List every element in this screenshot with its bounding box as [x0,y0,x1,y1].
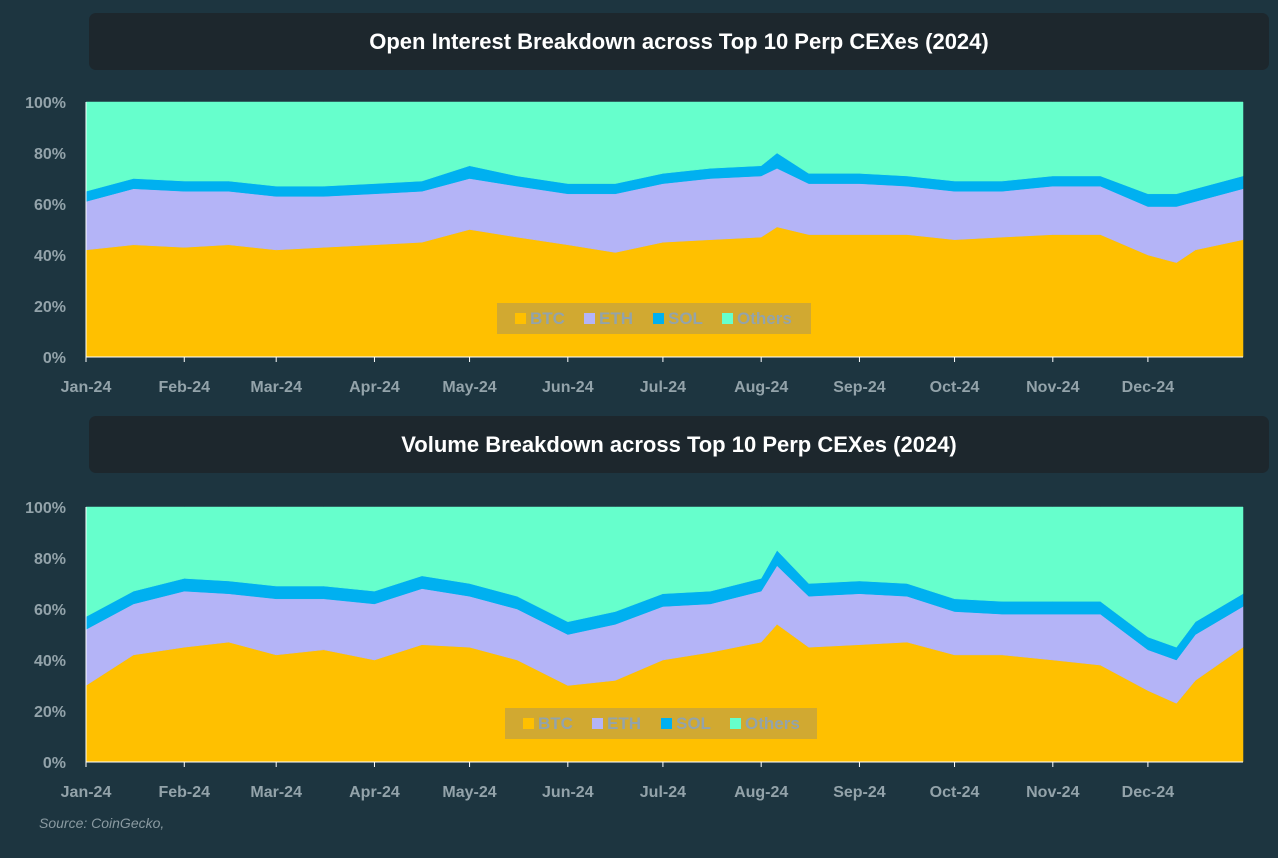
legend-swatch-btc [515,313,526,324]
y-tick-label: 40% [34,248,66,265]
y-tick-label: 20% [34,704,66,721]
x-tick-label: Jan-24 [61,379,112,396]
legend-label-eth: ETH [599,309,633,328]
legend-label-btc: BTC [530,309,565,328]
y-tick-label: 60% [34,197,66,214]
x-tick-label: Mar-24 [250,379,302,396]
legend: BTC ETH SOL Others [505,708,817,739]
x-tick-label: Jun-24 [542,379,594,396]
legend: BTC ETH SOL Others [497,303,811,334]
y-tick-label: 0% [43,350,66,367]
x-tick-label: Apr-24 [349,379,400,396]
legend-label-eth: ETH [607,714,641,733]
x-tick-label: Dec-24 [1122,379,1175,396]
x-tick-label: Nov-24 [1026,379,1079,396]
legend-label-others: Others [745,714,800,733]
x-tick-label: Jan-24 [61,784,112,801]
open-interest-chart: 0% 20% 40% 60% 80% 100% Jan-24 Feb-24 Mar-24 Apr-… [25,95,1244,396]
y-tick-label: 0% [43,755,66,772]
x-tick-label: Apr-24 [349,784,400,801]
x-tick-label: Feb-24 [158,784,210,801]
x-tick-label: Feb-24 [158,379,210,396]
legend-label-sol: SOL [668,309,703,328]
legend-swatch-eth [584,313,595,324]
x-tick-label: Nov-24 [1026,784,1079,801]
legend-swatch-eth [592,718,603,729]
x-tick-label: Jul-24 [640,784,686,801]
legend-swatch-others [722,313,733,324]
source-note: Source: CoinGecko, [39,815,165,831]
x-tick-label: Mar-24 [250,784,302,801]
legend-swatch-btc [523,718,534,729]
legend-label-others: Others [737,309,792,328]
area-others [85,101,1244,195]
y-tick-label: 100% [25,95,66,112]
x-tick-label: Sep-24 [833,784,886,801]
x-tick-label: Jun-24 [542,784,594,801]
x-tick-label: May-24 [442,784,496,801]
legend-label-sol: SOL [676,714,711,733]
volume-chart: 0% 20% 40% 60% 80% 100% Jan-24 Feb-24 Mar-24 Apr-… [25,500,1244,801]
y-tick-label: 20% [34,299,66,316]
legend-swatch-sol [653,313,664,324]
x-tick-label: Dec-24 [1122,784,1175,801]
y-tick-label: 80% [34,146,66,163]
chart-title-open-interest: Open Interest Breakdown across Top 10 Pe… [89,13,1269,70]
x-tick-label: Jul-24 [640,379,686,396]
x-tick-label: Sep-24 [833,379,886,396]
y-tick-label: 40% [34,653,66,670]
y-tick-label: 80% [34,551,66,568]
chart-title-volume: Volume Breakdown across Top 10 Perp CEXe… [89,416,1269,473]
legend-swatch-sol [661,718,672,729]
y-tick-label: 60% [34,602,66,619]
x-tick-label: May-24 [442,379,496,396]
y-tick-label: 100% [25,500,66,517]
legend-swatch-others [730,718,741,729]
x-tick-label: Aug-24 [734,784,788,801]
legend-label-btc: BTC [538,714,573,733]
x-tick-label: Oct-24 [930,379,980,396]
x-tick-label: Oct-24 [930,784,980,801]
area-others [85,506,1244,648]
x-tick-label: Aug-24 [734,379,788,396]
